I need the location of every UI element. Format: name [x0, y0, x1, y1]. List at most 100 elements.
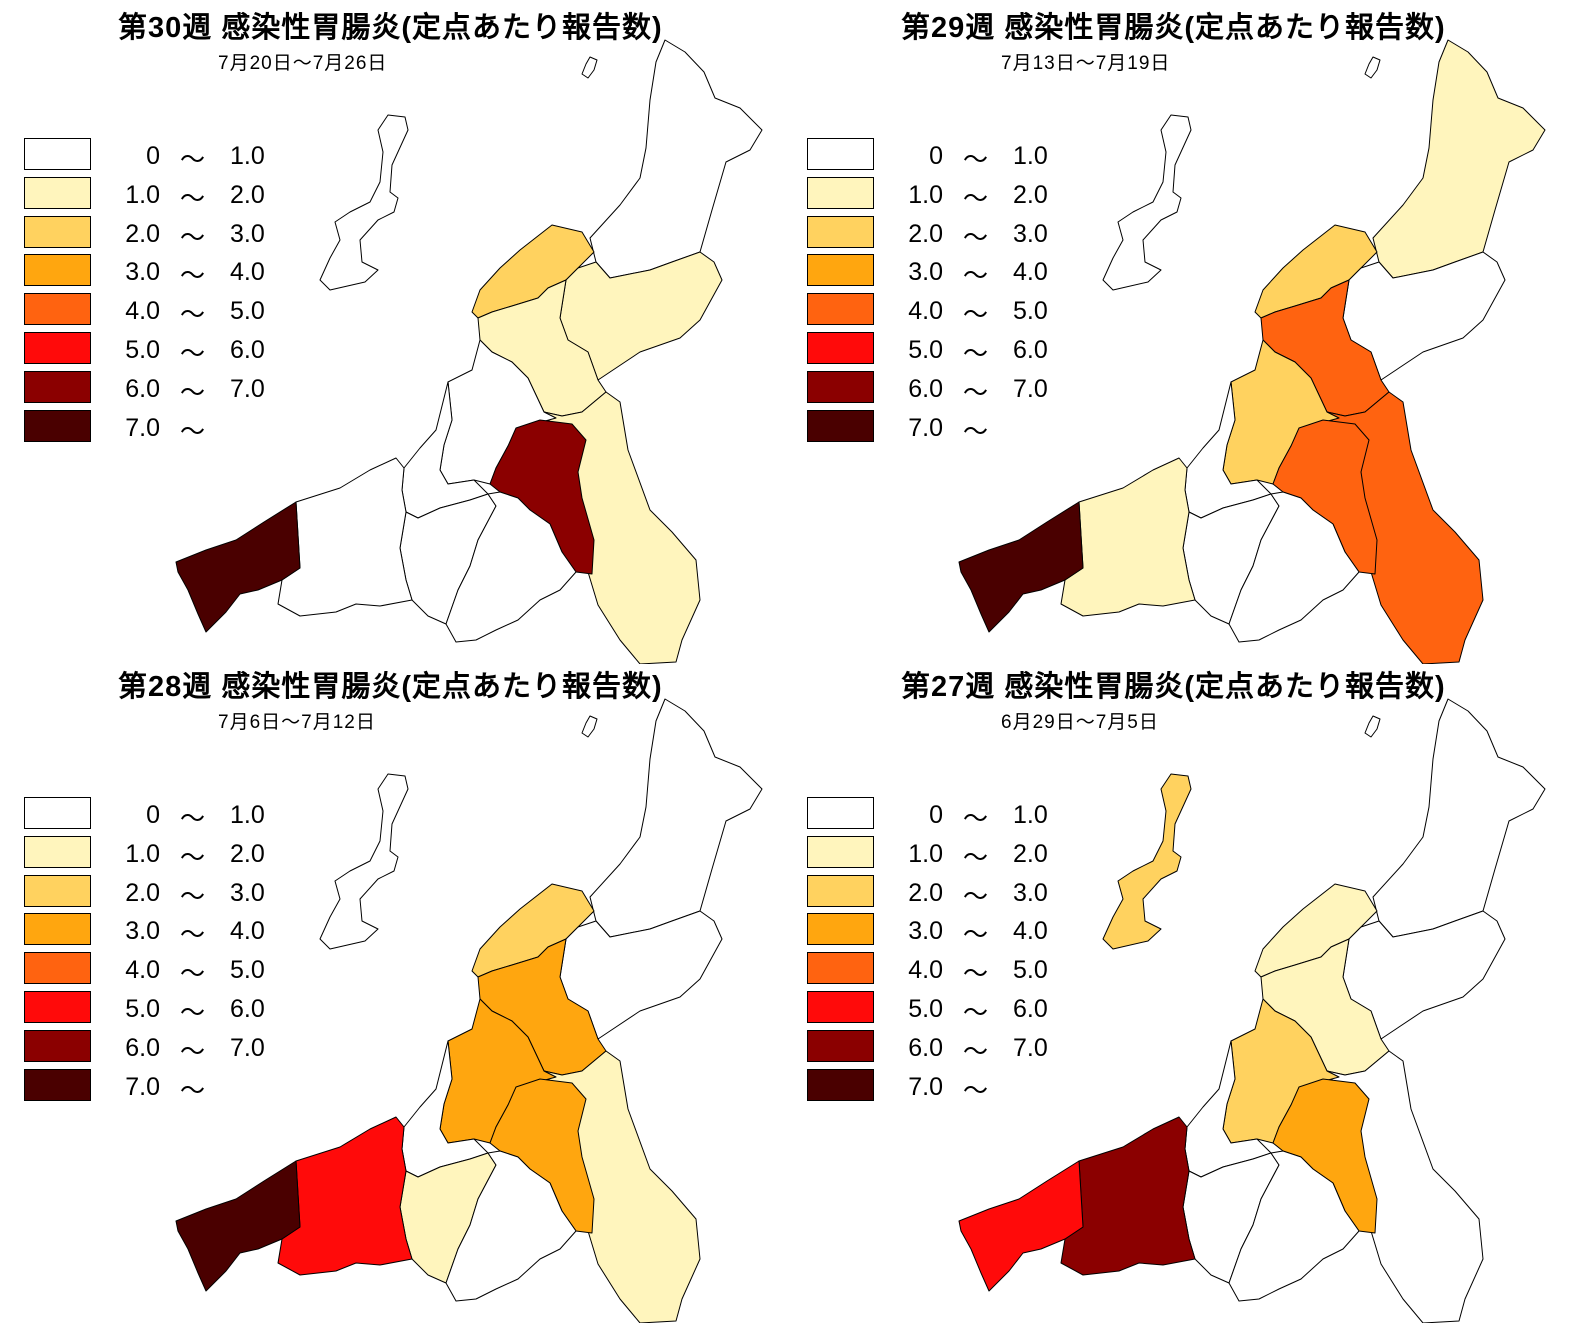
- region-itoigawa: [175, 501, 301, 633]
- legend-tilde: 〜: [180, 262, 206, 291]
- panel-date-range: 7月20日〜7月26日: [218, 53, 388, 74]
- legend-low-value: 7.0: [908, 413, 943, 442]
- region-sado: [1102, 773, 1192, 950]
- legend-low-value: 0: [929, 801, 943, 829]
- legend-high-value: 1.0: [1013, 801, 1048, 829]
- map-panel-week29: 第29週 感染性胃腸炎(定点あたり報告数) 7月13日〜7月19日 0 〜 1.0 1…: [783, 0, 1573, 664]
- region-itoigawa: [175, 1160, 301, 1292]
- legend-high-value: 3.0: [230, 878, 265, 907]
- legend-low-value: 4.0: [125, 956, 160, 985]
- legend-high-value: 5.0: [1013, 956, 1048, 985]
- legend-swatch: [807, 370, 874, 403]
- legend-row: 2.0 〜 3.0: [24, 215, 324, 252]
- legend-tilde: 〜: [180, 184, 206, 213]
- niigata-choropleth-map: [175, 698, 763, 1323]
- map-panel-week28: 第28週 感染性胃腸炎(定点あたり報告数) 7月6日〜7月12日 0 〜 1.0 1.…: [0, 659, 790, 1323]
- region-murakami: [1372, 39, 1546, 279]
- panel-date-range: 7月13日〜7月19日: [1001, 53, 1171, 74]
- legend-tilde: 〜: [180, 340, 206, 368]
- legend-swatch: [807, 835, 874, 868]
- legend-low-value: 0: [146, 801, 160, 829]
- legend-swatch: [24, 1068, 91, 1101]
- legend-swatch: [24, 409, 91, 442]
- legend-high-value: 4.0: [230, 917, 265, 946]
- legend-high-value: 5.0: [230, 297, 265, 326]
- legend-swatch: [807, 1029, 874, 1062]
- legend-tilde: 〜: [180, 146, 206, 174]
- legend-tilde: 〜: [963, 921, 989, 950]
- legend-tilde: 〜: [963, 301, 989, 330]
- legend-low-value: 5.0: [125, 995, 160, 1023]
- legend-low-value: 1.0: [908, 839, 943, 868]
- legend-high-value: 6.0: [230, 336, 265, 364]
- legend-tilde: 〜: [963, 223, 989, 252]
- legend-tilde: 〜: [180, 378, 206, 407]
- legend-swatch: [807, 991, 874, 1023]
- legend-tilde: 〜: [963, 378, 989, 407]
- legend-swatch: [24, 952, 91, 985]
- legend-tilde: 〜: [180, 843, 206, 872]
- legend-tilde: 〜: [180, 1037, 206, 1066]
- legend-tilde: 〜: [963, 340, 989, 368]
- legend-tilde: 〜: [963, 146, 989, 174]
- region-murakami: [589, 698, 763, 938]
- legend-swatch: [807, 215, 874, 248]
- panel-title: 第29週 感染性胃腸炎(定点あたり報告数): [901, 12, 1446, 44]
- region-minamiuonuma: [445, 1150, 577, 1302]
- legend-tilde: 〜: [963, 1037, 989, 1066]
- region-minamiuonuma: [1228, 1150, 1360, 1302]
- legend-row: 4.0 〜 5.0: [24, 293, 324, 329]
- legend-high-value: 5.0: [1013, 297, 1048, 326]
- legend-high-value: 4.0: [230, 258, 265, 287]
- legend-row: 0 〜 1.0: [807, 138, 1107, 174]
- legend-row: 7.0 〜: [807, 409, 1107, 446]
- legend-tilde: 〜: [963, 805, 989, 833]
- legend-row: 3.0 〜 4.0: [807, 254, 1107, 290]
- legend-tilde: 〜: [180, 223, 206, 252]
- niigata-choropleth-map: [958, 39, 1546, 664]
- legend-row: 2.0 〜 3.0: [807, 874, 1107, 911]
- region-minamiuonuma: [1228, 491, 1360, 643]
- legend-swatch: [807, 952, 874, 985]
- legend-swatch: [24, 332, 91, 364]
- legend-tilde: 〜: [963, 184, 989, 213]
- legend-row: 4.0 〜 5.0: [807, 293, 1107, 329]
- legend-low-value: 1.0: [125, 180, 160, 209]
- legend-high-value: 2.0: [1013, 839, 1048, 868]
- legend-low-value: 4.0: [125, 297, 160, 326]
- legend-low-value: 2.0: [908, 219, 943, 248]
- panel-title: 第28週 感染性胃腸炎(定点あたり報告数): [118, 671, 663, 703]
- legend-swatch: [24, 254, 91, 287]
- region-murakami: [1372, 698, 1546, 938]
- legend-high-value: 3.0: [1013, 219, 1048, 248]
- legend-low-value: 2.0: [125, 878, 160, 907]
- legend-tilde: 〜: [180, 301, 206, 330]
- legend-tilde: 〜: [180, 417, 206, 446]
- legend-swatch: [24, 835, 91, 868]
- legend-swatch: [24, 370, 91, 403]
- legend-tilde: 〜: [180, 882, 206, 911]
- legend-low-value: 4.0: [908, 297, 943, 326]
- legend-swatch: [24, 913, 91, 946]
- region-itoigawa: [958, 501, 1084, 633]
- legend-tilde: 〜: [180, 960, 206, 989]
- legend-low-value: 5.0: [908, 995, 943, 1023]
- legend-low-value: 2.0: [908, 878, 943, 907]
- region-awashima: [1364, 715, 1381, 738]
- panel-title: 第27週 感染性胃腸炎(定点あたり報告数): [901, 671, 1446, 703]
- region-joetsu: [277, 457, 413, 617]
- legend-low-value: 5.0: [125, 336, 160, 364]
- legend-swatch: [24, 991, 91, 1023]
- legend-tilde: 〜: [963, 417, 989, 446]
- legend-swatch: [24, 138, 91, 170]
- legend-swatch: [24, 874, 91, 907]
- region-itoigawa: [958, 1160, 1084, 1292]
- legend-row: 3.0 〜 4.0: [24, 913, 324, 949]
- legend-low-value: 6.0: [125, 374, 160, 403]
- niigata-choropleth-map: [958, 698, 1546, 1323]
- legend-low-value: 7.0: [125, 413, 160, 442]
- legend-high-value: 3.0: [230, 219, 265, 248]
- legend-swatch: [24, 1029, 91, 1062]
- legend-low-value: 7.0: [125, 1072, 160, 1101]
- legend-row: 1.0 〜 2.0: [24, 176, 324, 213]
